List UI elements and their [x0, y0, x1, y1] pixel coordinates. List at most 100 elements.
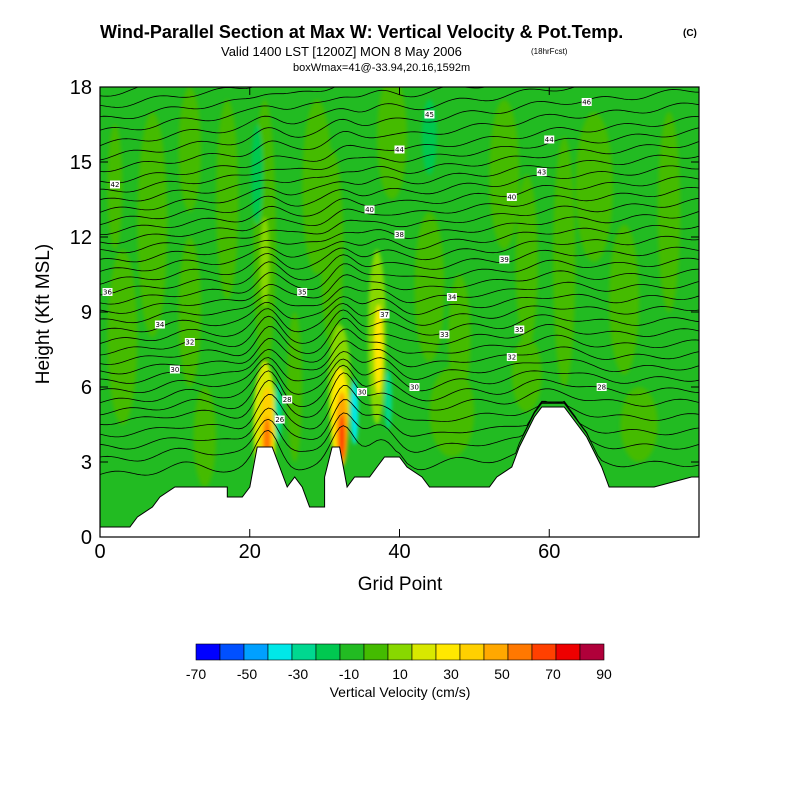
contour-label-bg: [282, 395, 293, 404]
contour-label: 44: [545, 136, 554, 144]
contour-label-bg: [506, 193, 517, 201]
colorbar-swatch: [195, 643, 221, 661]
velocity-field-layer: [107, 87, 681, 487]
velocity-cell: [178, 87, 202, 212]
theta-contour-layer: [100, 87, 699, 476]
contour-label: 46: [582, 99, 591, 107]
velocity-cell: [178, 237, 202, 387]
velocity-cell: [657, 112, 681, 312]
colorbar-swatch: [315, 643, 341, 661]
chart-title-mark: (C): [683, 28, 697, 39]
colorbar-swatch: [291, 643, 317, 661]
contour-label-bg: [364, 205, 375, 214]
y-tick-label: 0: [81, 527, 92, 549]
theta-contour: [100, 87, 336, 119]
x-axis-label: Grid Point: [357, 574, 443, 595]
x-tick-label: 0: [94, 541, 105, 563]
contour-label-group: 34: [154, 320, 165, 329]
colorbar-swatch: [411, 643, 437, 661]
theta-contour: [100, 358, 699, 404]
contour-label-group: 44: [544, 135, 555, 144]
contour-label-group: 28: [596, 383, 607, 392]
theta-contour: [100, 309, 699, 356]
contour-label-group: 37: [379, 310, 390, 319]
contour-label-bg: [544, 135, 555, 144]
contour-label-bg: [109, 180, 120, 189]
contour-label-bg: [409, 383, 420, 391]
chart-subtitle-note: (18hrFcst): [531, 47, 568, 56]
colorbar-swatch: [579, 643, 605, 661]
contour-label-bg: [596, 383, 607, 391]
contour-label-group: 38: [394, 230, 405, 239]
contour-label: 42: [111, 181, 120, 189]
contour-label-group: 44: [394, 145, 405, 154]
contour-label-group: 33: [439, 330, 450, 339]
colorbar-swatch: [339, 643, 365, 661]
colorbar-swatch: [363, 643, 389, 661]
contour-label: 36: [103, 289, 112, 297]
contour-label: 26: [275, 416, 284, 424]
theta-contour: [100, 87, 255, 108]
velocity-cell: [216, 99, 239, 300]
contour-label-bg: [439, 330, 450, 339]
theta-contour: [100, 102, 699, 173]
colorbar-tick-label: 50: [494, 666, 510, 682]
theta-contour: [100, 303, 699, 344]
contour-label: 30: [410, 384, 419, 392]
colorbar-tick-label: 90: [596, 666, 612, 682]
theta-contour: [100, 399, 699, 450]
contour-label-group: 26: [274, 415, 285, 424]
theta-contour: [100, 385, 699, 438]
contour-label: 34: [155, 321, 164, 329]
colorbar-swatch: [459, 643, 485, 661]
contour-label-bg: [379, 310, 390, 319]
contour-label-group: 32: [184, 338, 195, 347]
colorbar-tick-label: 30: [443, 666, 459, 682]
velocity-cell: [260, 217, 270, 307]
contour-label-bg: [424, 110, 435, 119]
contour-label: 45: [425, 111, 434, 119]
contour-label-group: 34: [446, 293, 457, 302]
contour-label-group: 35: [297, 288, 308, 297]
colorbar-tick-label: -50: [237, 666, 257, 682]
theta-contour: [100, 257, 699, 305]
chart-info-line: boxWmax=41@-33.94,20.16,1592m: [293, 62, 471, 74]
theta-contour: [100, 317, 699, 365]
y-tick-label: 15: [70, 152, 92, 174]
contour-label-bg: [154, 320, 165, 329]
contour-label-group: 32: [506, 353, 517, 362]
velocity-cell: [137, 112, 168, 337]
contour-label: 32: [185, 339, 194, 347]
contour-label-bg: [357, 388, 368, 396]
colorbar-swatch: [531, 643, 557, 661]
theta-contour: [100, 225, 699, 272]
contour-label-group: 45: [424, 110, 435, 119]
contour-label-group: 30: [409, 383, 420, 392]
contour-label-group: 42: [109, 180, 120, 189]
y-tick-label: 6: [81, 377, 92, 399]
contour-label-bg: [446, 293, 457, 301]
x-tick-label: 60: [538, 541, 560, 563]
theta-contour: [100, 293, 699, 333]
velocity-cell: [107, 249, 138, 425]
theta-contour: [100, 246, 699, 296]
velocity-cell: [414, 212, 445, 362]
colorbar-swatch: [243, 643, 269, 661]
colorbar: -70 -50 -30 -10 10 30 50 70 90: [186, 643, 612, 682]
colorbar-tick-label: 70: [545, 666, 561, 682]
contour-label-group: 43: [536, 168, 547, 177]
theta-contour: [100, 197, 699, 254]
y-tick-label: 3: [81, 452, 92, 474]
theta-contour: [100, 89, 699, 161]
colorbar-swatch: [267, 643, 293, 661]
colorbar-swatch: [435, 643, 461, 661]
colorbar-tick-label: -30: [288, 666, 308, 682]
contour-label-bg: [394, 145, 405, 154]
contour-label: 30: [358, 389, 367, 397]
colorbar-swatch: [555, 643, 581, 661]
theta-contour: [100, 402, 699, 462]
contour-label: 28: [597, 384, 606, 392]
contour-label-group: 46: [581, 98, 592, 107]
contour-label: 44: [395, 146, 404, 154]
